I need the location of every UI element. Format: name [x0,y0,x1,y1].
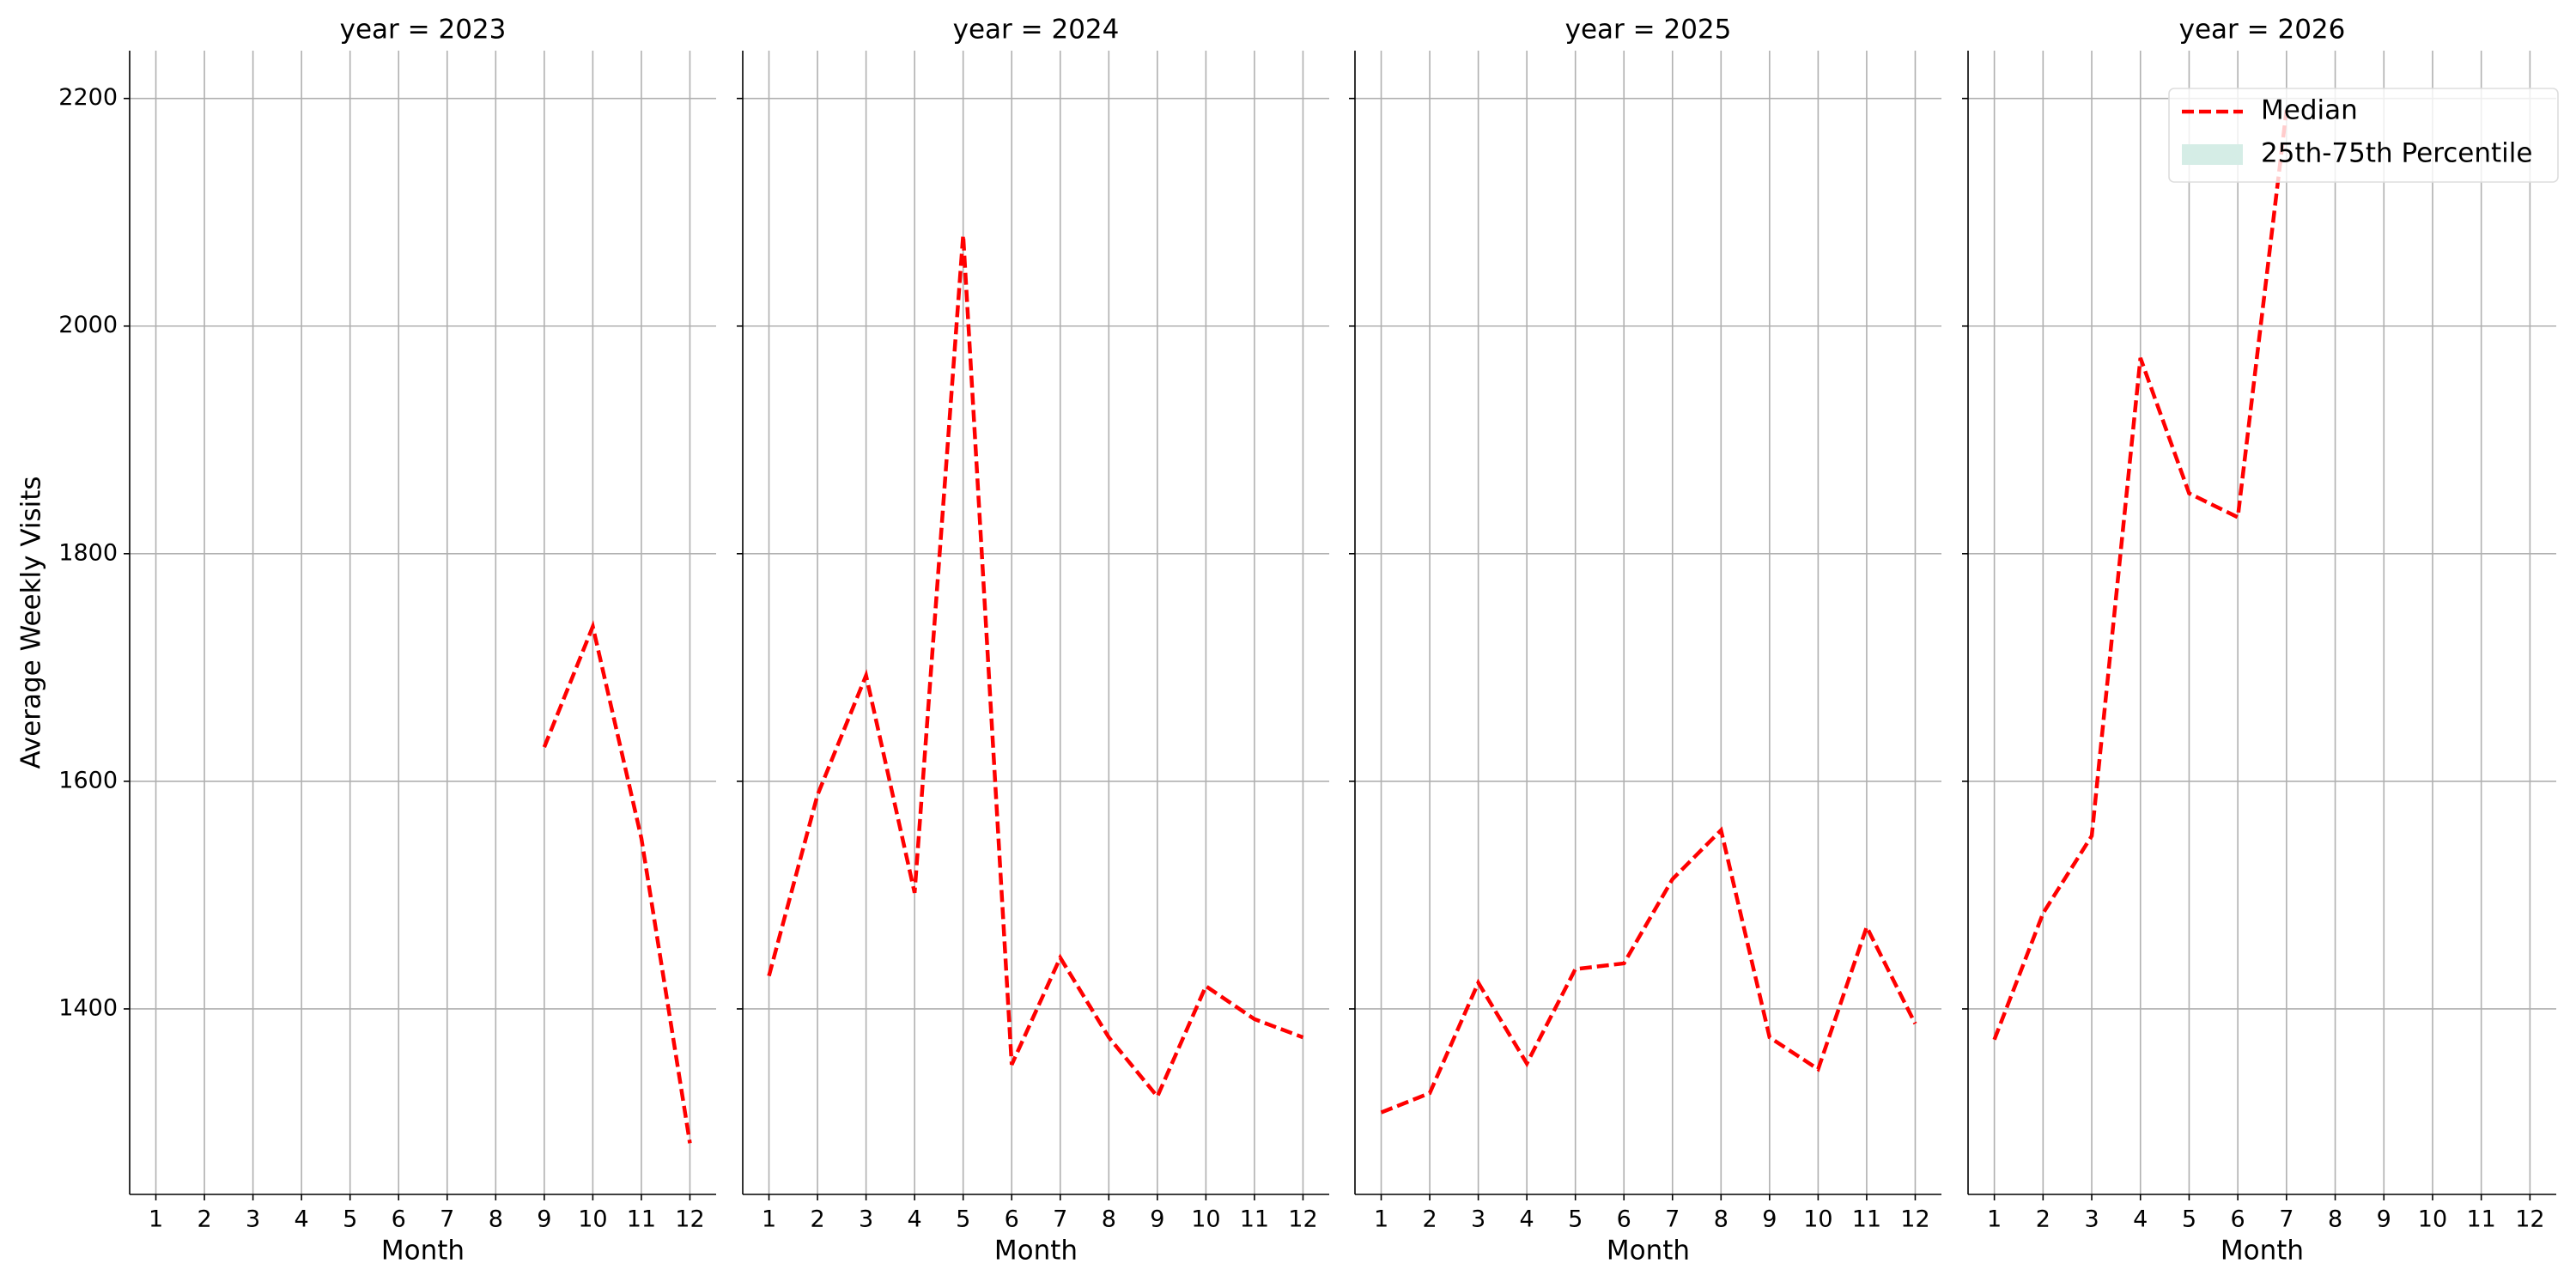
y-axis-label: Average Weekly Visits [16,476,47,769]
x-tick-label: 9 [1762,1206,1777,1233]
x-axis-label: Month [381,1236,465,1267]
y-tick-label: 2000 [58,312,118,338]
x-tick-label: 3 [859,1206,873,1233]
x-tick-label: 3 [2084,1206,2099,1233]
x-tick-label: 9 [1150,1206,1164,1233]
x-tick-label: 4 [295,1206,309,1233]
x-tick-label: 1 [1374,1206,1388,1233]
x-axis-label: Month [1607,1236,1690,1267]
panel-title: year = 2023 [340,15,507,46]
x-tick-label: 4 [2133,1206,2148,1233]
x-tick-label: 1 [1987,1206,2002,1233]
x-axis-label: Month [994,1236,1078,1267]
x-tick-label: 5 [2182,1206,2196,1233]
x-tick-label: 11 [627,1206,656,1233]
x-tick-label: 8 [1102,1206,1116,1233]
y-tick-label: 1600 [58,767,118,793]
legend-swatch [2182,144,2243,165]
panel-title: year = 2026 [2179,15,2346,46]
x-tick-label: 10 [1191,1206,1220,1233]
x-tick-label: 7 [1665,1206,1680,1233]
y-tick-label: 1800 [58,539,118,566]
x-tick-label: 2 [1422,1206,1437,1233]
x-tick-label: 9 [2377,1206,2391,1233]
x-tick-label: 7 [440,1206,454,1233]
median-line [1380,826,1917,1115]
legend-label: 25th-75th Percentile [2261,138,2532,169]
x-axis-label: Month [2221,1236,2304,1267]
x-tick-label: 6 [1005,1206,1019,1233]
x-tick-label: 8 [2328,1206,2342,1233]
x-tick-label: 1 [149,1206,163,1233]
x-tick-label: 5 [1568,1206,1583,1233]
x-tick-label: 7 [2279,1206,2293,1233]
x-tick-label: 11 [2466,1206,2495,1233]
x-tick-label: 10 [2418,1206,2447,1233]
x-tick-label: 10 [1803,1206,1832,1233]
median-line [542,620,692,1144]
y-tick-label: 1400 [58,994,118,1021]
x-tick-label: 6 [1617,1206,1631,1233]
x-tick-label: 5 [956,1206,970,1233]
x-tick-label: 8 [1714,1206,1728,1233]
x-tick-label: 8 [489,1206,503,1233]
x-tick-label: 6 [392,1206,406,1233]
x-tick-label: 4 [1520,1206,1534,1233]
panel-title: year = 2024 [953,15,1120,46]
x-tick-label: 10 [578,1206,607,1233]
legend-box [2168,88,2559,183]
legend-label: Median [2261,95,2358,126]
x-tick-label: 2 [2036,1206,2050,1233]
median-line [767,234,1304,1101]
x-tick-label: 9 [537,1206,551,1233]
x-tick-label: 11 [1852,1206,1881,1233]
x-tick-label: 5 [343,1206,357,1233]
x-tick-label: 1 [762,1206,776,1233]
x-tick-label: 2 [810,1206,824,1233]
x-tick-label: 2 [197,1206,211,1233]
median-line [1992,109,2289,1041]
x-tick-label: 12 [675,1206,704,1233]
x-tick-label: 7 [1053,1206,1067,1233]
x-tick-label: 11 [1240,1206,1269,1233]
x-tick-label: 12 [2515,1206,2544,1233]
x-tick-label: 3 [246,1206,260,1233]
x-tick-label: 12 [1288,1206,1317,1233]
panel-title: year = 2025 [1565,15,1732,46]
y-tick-label: 2200 [58,84,118,111]
x-tick-label: 6 [2231,1206,2245,1233]
x-tick-label: 4 [908,1206,922,1233]
x-tick-label: 3 [1471,1206,1485,1233]
x-tick-label: 12 [1900,1206,1929,1233]
